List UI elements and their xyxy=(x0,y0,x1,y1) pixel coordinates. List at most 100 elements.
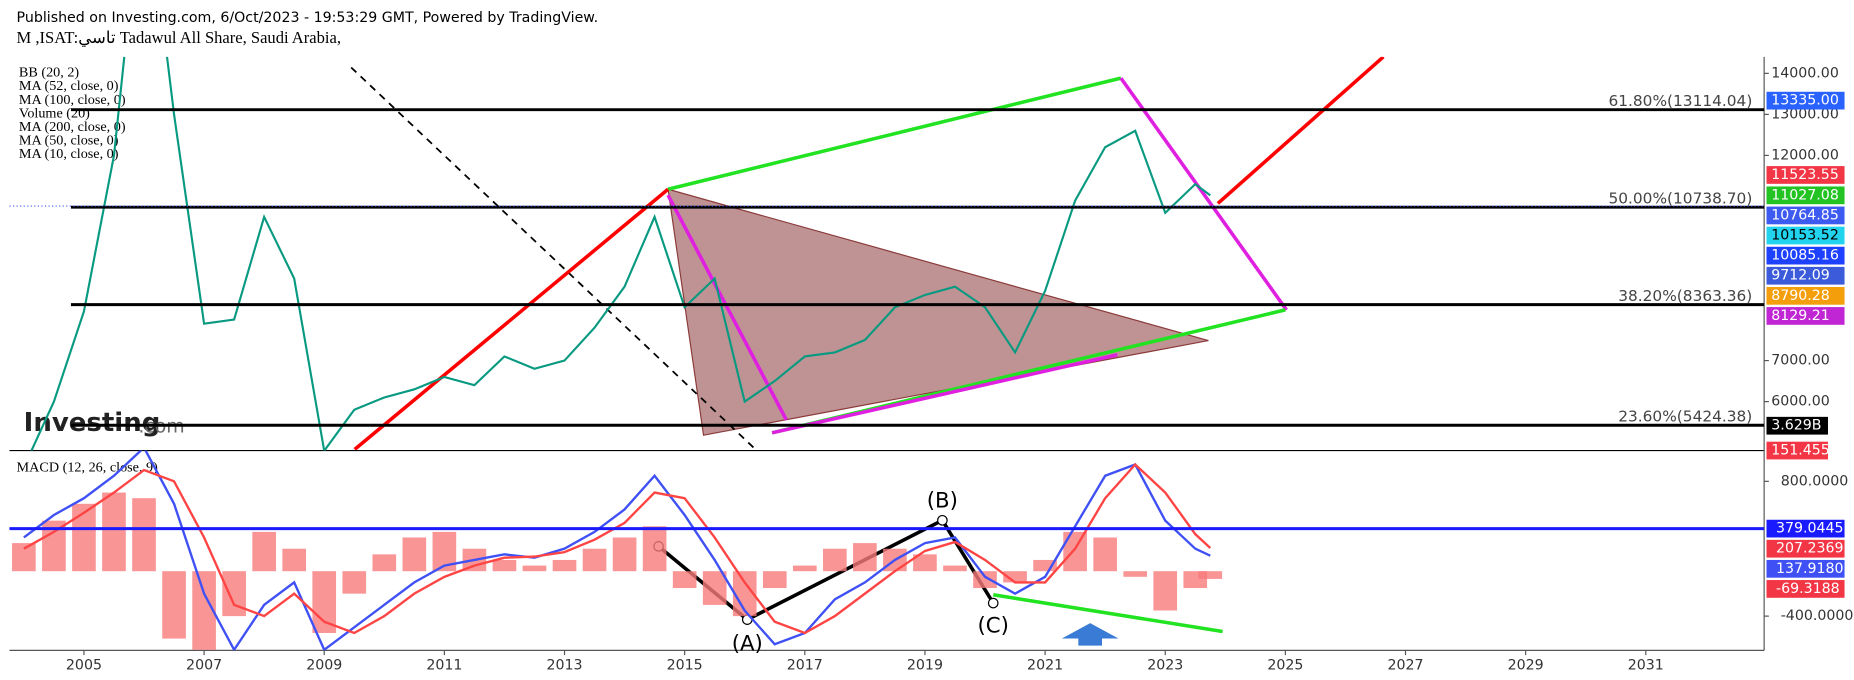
histogram-bar xyxy=(132,498,156,572)
histogram-bar xyxy=(702,571,727,605)
histogram-bar xyxy=(42,520,66,572)
wave-label: (B) xyxy=(927,488,958,513)
x-tick-label: 2007 xyxy=(186,658,222,674)
x-tick-label: 2019 xyxy=(907,658,943,674)
logo: Investing xyxy=(24,408,161,438)
y-tick-label: -400.0000 xyxy=(1781,608,1854,624)
x-tick-label: 2027 xyxy=(1387,658,1423,674)
volume-tag xyxy=(1766,416,1828,435)
histogram-bar xyxy=(1093,537,1117,572)
histogram-bar xyxy=(282,548,307,572)
histogram-bar xyxy=(12,543,36,572)
x-tick-label: 2025 xyxy=(1267,658,1303,674)
fib-label: 61.80%(13114.04) xyxy=(1608,92,1752,110)
price-tag-label: 10153.52 xyxy=(1771,228,1839,244)
histogram-bar xyxy=(672,571,697,589)
macd-tag-label: 207.2369 xyxy=(1776,541,1844,557)
histogram-bar xyxy=(552,559,577,572)
histogram-bar xyxy=(1123,571,1148,577)
layer xyxy=(12,450,1223,651)
x-tick-label: 2009 xyxy=(306,658,342,674)
x-tick-label: 2031 xyxy=(1628,658,1664,674)
y-tick-label: 12000.00 xyxy=(1771,147,1839,163)
volume-tag-label: 3.629B xyxy=(1771,418,1821,434)
indicator-label: MA (100, close, 0) xyxy=(19,92,126,108)
price-tag xyxy=(1766,206,1845,225)
histogram-bar xyxy=(943,565,967,572)
price-tag-label: 9712.09 xyxy=(1771,268,1830,284)
macd-title: MACD (12, 26, close, 9) xyxy=(17,460,159,476)
histogram-bar xyxy=(913,554,937,572)
x-tick-label: 2005 xyxy=(66,658,102,674)
price-tag xyxy=(1766,166,1845,184)
price-tag-label: 10085.16 xyxy=(1771,248,1839,264)
x-tick-label: 2029 xyxy=(1508,658,1544,674)
macd-tag xyxy=(1766,539,1845,558)
histogram-bar xyxy=(1198,571,1223,579)
drawings xyxy=(350,56,1385,451)
indicator-label: MA (10, close, 0) xyxy=(19,146,119,162)
price-tag-label: 10764.85 xyxy=(1771,207,1839,223)
macd-line xyxy=(23,462,1212,635)
histogram-bar xyxy=(1003,571,1027,583)
price-tag-label: 11523.55 xyxy=(1771,167,1839,183)
macd-tag-label: 379.0445 xyxy=(1776,521,1844,537)
histogram-bar xyxy=(162,571,186,639)
pivot xyxy=(987,597,999,609)
magenta-trend xyxy=(1119,77,1288,311)
histogram-bar xyxy=(102,492,126,572)
macd-tag-label: 137.9180 xyxy=(1776,561,1844,577)
histogram-bar xyxy=(1063,531,1087,572)
histogram-bar xyxy=(853,543,877,572)
dashed-trend xyxy=(350,66,758,451)
histogram-bar xyxy=(222,571,246,617)
indicator-label: MA (52, close, 0) xyxy=(19,78,119,94)
histogram-bar xyxy=(492,559,517,572)
histogram-bar xyxy=(342,571,367,594)
histogram-bar xyxy=(252,531,276,572)
volume-tag xyxy=(1766,441,1828,460)
histogram-bar xyxy=(582,548,607,572)
magenta-trend xyxy=(666,194,788,421)
y-tick-label: 13000.00 xyxy=(1771,106,1839,122)
arrow xyxy=(1061,623,1119,646)
histogram-bar xyxy=(612,537,637,572)
histogram-bar xyxy=(823,548,847,572)
published: Published on Investing.com, 6/Oct/2023 -… xyxy=(17,10,599,26)
price-tag-label: 8790.28 xyxy=(1771,288,1830,304)
red-trend xyxy=(1216,56,1385,205)
macd-line xyxy=(23,450,1211,651)
y-tick-label: 800.0000 xyxy=(1781,473,1849,489)
price-tag-label: 8129.21 xyxy=(1771,308,1830,324)
pivot xyxy=(937,514,948,526)
histogram-bar xyxy=(642,526,667,572)
macd-tag xyxy=(1766,580,1845,598)
histogram-bar xyxy=(372,554,397,572)
x-tick-label: 2021 xyxy=(1027,658,1063,674)
indicator-list: BB (20, 2)MA (52, close, 0)MA (100, clos… xyxy=(19,65,126,163)
indicator-label: MA (200, close, 0) xyxy=(19,119,126,135)
wave-label: (C) xyxy=(977,614,1008,639)
histogram-bar xyxy=(72,503,96,572)
price-tag xyxy=(1766,286,1845,305)
indicator-label: BB (20, 2) xyxy=(19,65,80,81)
magenta-trend xyxy=(771,353,1118,435)
macd-tag xyxy=(1766,519,1845,538)
fib-label: 50.00%(10738.70) xyxy=(1608,189,1752,207)
macd-tag xyxy=(1766,559,1845,578)
price-tag xyxy=(1766,246,1845,265)
histogram-bar xyxy=(432,531,457,572)
x-tick-label: 2017 xyxy=(787,658,823,674)
histogram-bar xyxy=(1033,559,1057,572)
price-tag xyxy=(1766,186,1845,205)
macd-tag-label: -69.3188 xyxy=(1776,581,1840,597)
green-trend xyxy=(992,593,1223,634)
price-tag-label: 11027.08 xyxy=(1771,187,1839,203)
x-tick-label: 2011 xyxy=(426,658,462,674)
histogram-bar xyxy=(402,537,427,572)
fib-label: 38.20%(8363.36) xyxy=(1618,287,1752,305)
price-tag xyxy=(1766,266,1845,285)
green-trend xyxy=(667,76,1122,191)
price-tag xyxy=(1766,307,1845,325)
